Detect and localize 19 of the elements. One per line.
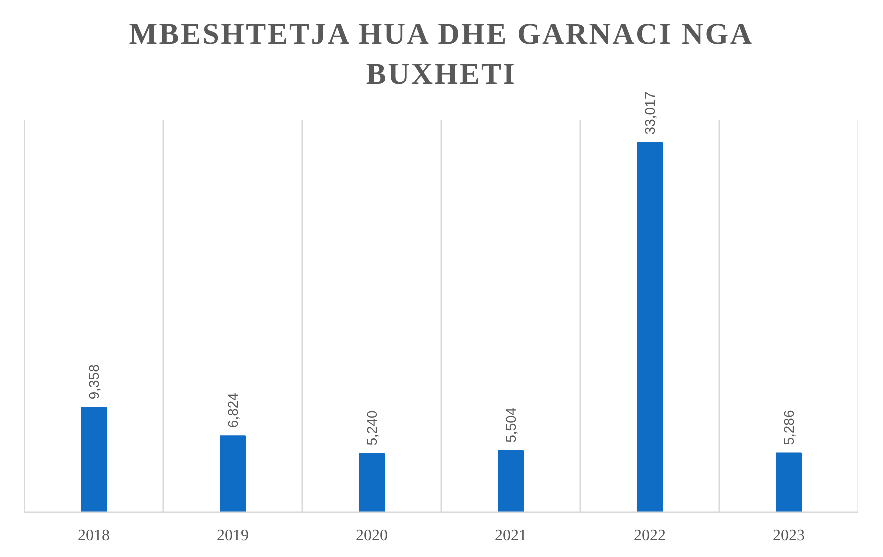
data-label: 9,358 (86, 364, 102, 400)
bar (776, 452, 802, 512)
bar (220, 436, 246, 512)
bar (358, 453, 386, 512)
x-tick-label: 2020 (356, 528, 388, 544)
x-tick-label: 2018 (78, 528, 110, 544)
x-tick-label: 2019 (217, 528, 249, 544)
data-label: 6,824 (225, 392, 241, 428)
bar (80, 407, 108, 512)
bar (498, 450, 524, 512)
x-tick-label: 2022 (634, 528, 666, 544)
data-label: 5,240 (364, 410, 380, 446)
x-tick-label: 2023 (773, 528, 805, 544)
x-tick-label: 2021 (495, 528, 527, 544)
data-label: 33,017 (642, 92, 658, 135)
data-label: 5,504 (503, 408, 519, 443)
chart-title: MBESHTETJA HUA DHE GARNACI NGA BUXHETI (129, 18, 754, 91)
data-label: 5,286 (781, 410, 797, 446)
bar (636, 142, 664, 512)
